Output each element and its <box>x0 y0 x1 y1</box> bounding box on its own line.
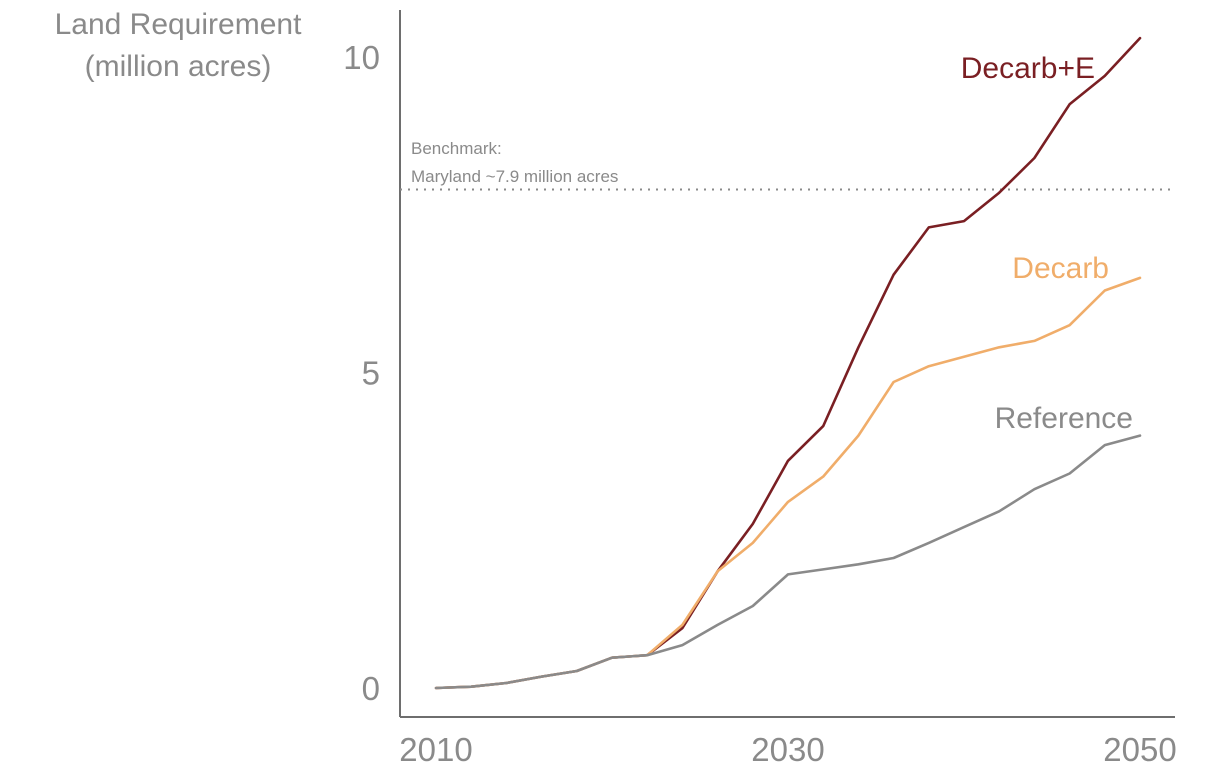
y-tick-label: 10 <box>343 39 380 76</box>
y-axis-label-line-2: (million acres) <box>85 50 272 83</box>
ticks-group: 0 5 10 2010 2030 2050 <box>343 39 1176 768</box>
series-group: Decarb+E Decarb Reference <box>434 36 1142 690</box>
y-tick-label: 0 <box>362 670 380 707</box>
benchmark-label: Benchmark: <box>411 139 502 158</box>
benchmark-label: Maryland ~7.9 million acres <box>411 167 618 186</box>
x-tick-label: 2010 <box>399 731 472 768</box>
x-tick-label: 2030 <box>751 731 824 768</box>
series-line-reference <box>434 434 1142 690</box>
series-line-decarb-e <box>434 36 1142 690</box>
x-tick-label: 2050 <box>1103 731 1176 768</box>
benchmark-group: Benchmark: Maryland ~7.9 million acres <box>400 139 1175 191</box>
series-label: Decarb <box>1012 252 1109 285</box>
y-tick-label: 5 <box>362 355 380 392</box>
y-axis-label-line-1: Land Requirement <box>55 8 302 41</box>
series-line-decarb <box>434 276 1142 690</box>
axes <box>399 10 1175 718</box>
series-label: Decarb+E <box>961 52 1095 85</box>
series-label: Reference <box>995 402 1133 435</box>
